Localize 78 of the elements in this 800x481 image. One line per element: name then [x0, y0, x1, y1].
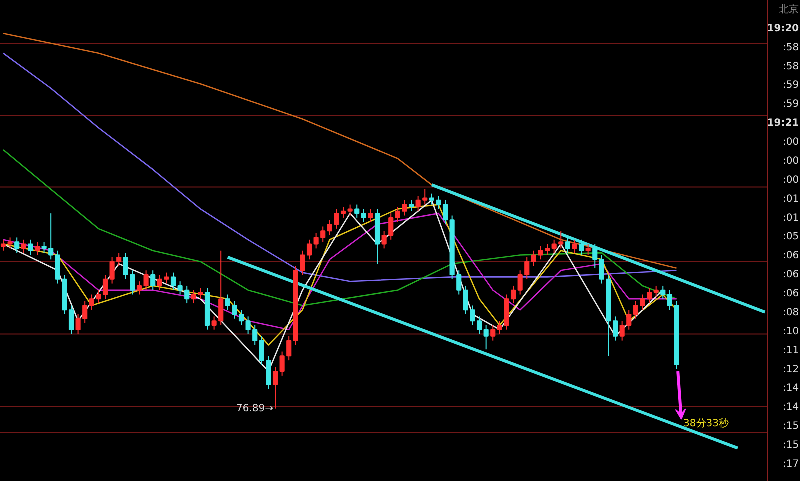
candlestick: [272, 366, 278, 410]
candlestick: [306, 239, 312, 260]
candlestick: [170, 272, 176, 291]
candlestick: [123, 252, 128, 280]
text: :06: [783, 288, 800, 300]
candlestick: [388, 213, 394, 240]
text: :17: [783, 458, 800, 470]
candlestick: [34, 242, 40, 256]
text: :10: [783, 326, 800, 338]
text: :14: [783, 402, 800, 414]
text: :00: [783, 174, 800, 186]
candlestick: [660, 285, 666, 300]
candlestick: [422, 188, 428, 206]
candlestick: [429, 193, 434, 206]
candlestick: [586, 244, 591, 256]
candlestick: [348, 204, 353, 216]
candlestick: [102, 274, 108, 300]
candlestick: [599, 254, 604, 284]
candlestick: [300, 250, 306, 276]
candlestick: [21, 239, 26, 254]
candlestick: [654, 285, 659, 298]
text: 19:21: [767, 118, 800, 130]
text: :15: [783, 421, 800, 432]
candlestick: [416, 196, 421, 212]
text: :11: [783, 345, 800, 356]
candlestick: [150, 270, 156, 291]
text: 北京: [779, 3, 800, 16]
candlestick: [8, 237, 13, 250]
text: :01: [783, 212, 800, 224]
candlestick: [238, 310, 244, 326]
candlestick: [136, 281, 142, 296]
text: :58: [783, 61, 800, 72]
candlestick: [626, 310, 632, 330]
candlestick: [144, 270, 149, 291]
candlestick: [82, 300, 88, 324]
candlestick: [28, 239, 34, 256]
candlestick: [578, 239, 584, 256]
candlestick: [612, 316, 618, 342]
candlestick: [484, 324, 489, 350]
candlestick: [76, 314, 81, 335]
candlestick: [544, 244, 550, 256]
candlestick: [382, 230, 387, 250]
text: :59: [783, 99, 800, 110]
text: :06: [783, 250, 800, 262]
candlestick: [354, 204, 360, 218]
text: :05: [783, 232, 800, 243]
annotation: 76.89→: [236, 403, 274, 414]
text: :00: [783, 137, 800, 148]
text: :15: [783, 440, 800, 452]
candlestick: [524, 256, 530, 280]
candlestick: [456, 270, 462, 296]
candlestick: [408, 200, 414, 212]
candlestick: [68, 305, 74, 335]
candlestick: [89, 294, 94, 311]
candlestick: [368, 208, 374, 223]
candlestick: [96, 290, 102, 304]
candlestick: [361, 208, 366, 223]
text: :58: [783, 42, 800, 54]
text: :08: [783, 307, 800, 318]
text: :59: [783, 80, 800, 92]
candlestick: [490, 324, 496, 342]
text: :12: [783, 364, 800, 376]
text: 38分33秒: [684, 417, 729, 430]
text: :14: [783, 383, 800, 394]
candlestick: [565, 237, 570, 254]
candlestick: [0, 239, 6, 252]
candlestick: [620, 320, 625, 342]
candlestick: [476, 316, 482, 335]
candlestick: [518, 270, 523, 296]
text: :06: [783, 270, 800, 281]
text: :00: [783, 156, 800, 167]
text: 19:20: [767, 23, 800, 34]
candlestick: [592, 244, 598, 269]
candlestick: [327, 220, 332, 236]
candlestick: [130, 270, 136, 296]
candlestick: [14, 237, 20, 254]
candlestick: [572, 239, 578, 254]
text: :01: [783, 194, 800, 205]
